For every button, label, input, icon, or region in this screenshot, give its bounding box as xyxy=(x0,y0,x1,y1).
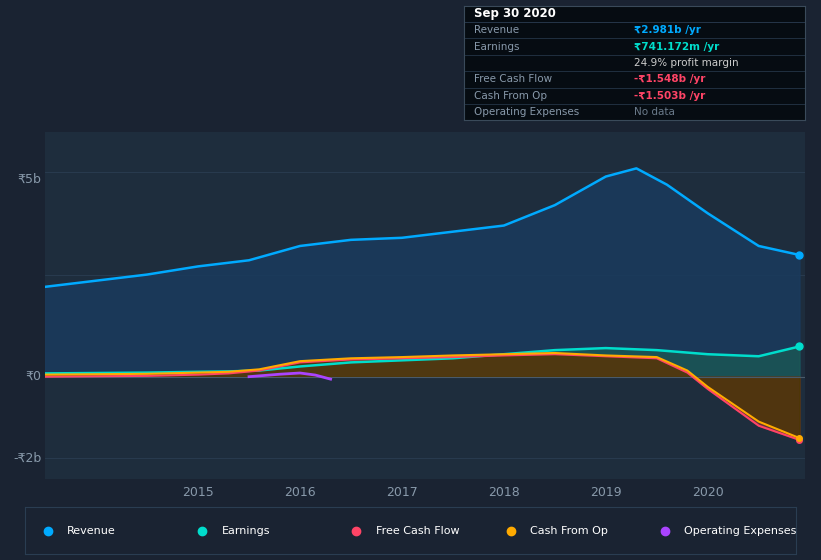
Text: Earnings: Earnings xyxy=(474,41,520,52)
Text: -₹2b: -₹2b xyxy=(13,452,41,465)
Text: ₹2.981b /yr: ₹2.981b /yr xyxy=(635,25,701,35)
Text: Revenue: Revenue xyxy=(474,25,519,35)
Text: Earnings: Earnings xyxy=(222,526,270,535)
Text: ₹5b: ₹5b xyxy=(17,172,41,185)
Text: -₹1.548b /yr: -₹1.548b /yr xyxy=(635,74,705,85)
Text: 24.9% profit margin: 24.9% profit margin xyxy=(635,58,739,68)
Text: No data: No data xyxy=(635,107,675,117)
Text: Operating Expenses: Operating Expenses xyxy=(685,526,797,535)
Text: Free Cash Flow: Free Cash Flow xyxy=(474,74,553,85)
Text: Sep 30 2020: Sep 30 2020 xyxy=(474,7,556,20)
Text: Revenue: Revenue xyxy=(67,526,116,535)
Text: Cash From Op: Cash From Op xyxy=(474,91,547,101)
Text: Free Cash Flow: Free Cash Flow xyxy=(376,526,460,535)
Text: ₹741.172m /yr: ₹741.172m /yr xyxy=(635,41,719,52)
Text: Cash From Op: Cash From Op xyxy=(530,526,608,535)
Text: ₹0: ₹0 xyxy=(25,370,41,383)
Text: -₹1.503b /yr: -₹1.503b /yr xyxy=(635,91,705,101)
Text: Operating Expenses: Operating Expenses xyxy=(474,107,580,117)
